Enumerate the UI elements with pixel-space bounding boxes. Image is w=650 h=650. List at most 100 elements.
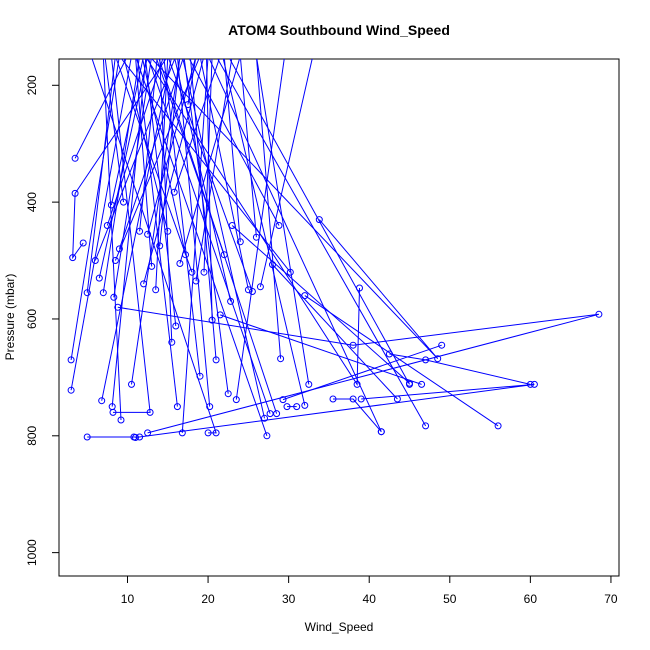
- series-line: [142, 59, 186, 255]
- data-point: [128, 380, 135, 388]
- series-52: [240, 59, 260, 241]
- series-line: [208, 59, 382, 432]
- data-point: [136, 227, 144, 235]
- series-29: [145, 59, 180, 330]
- series-line: [148, 59, 271, 414]
- series-line: [86, 59, 116, 293]
- series-68: [329, 395, 385, 436]
- series-1: [71, 59, 127, 162]
- data-point: [236, 238, 244, 246]
- data-point: [71, 154, 79, 162]
- series-line: [139, 59, 158, 232]
- data-point: [422, 356, 430, 364]
- x-tick-label: 40: [363, 592, 377, 606]
- series-line: [115, 59, 193, 273]
- series-line: [101, 59, 172, 401]
- data-point: [83, 433, 91, 441]
- series-30: [137, 59, 181, 411]
- x-tick-label: 30: [282, 592, 296, 606]
- series-line: [168, 59, 253, 292]
- series-36: [192, 59, 233, 285]
- series-60: [256, 59, 285, 363]
- data-point: [301, 292, 309, 300]
- data-point: [103, 222, 111, 229]
- data-point: [261, 414, 268, 422]
- data-point: [111, 257, 119, 264]
- data-point: [99, 289, 107, 297]
- data-point: [79, 239, 87, 247]
- data-point: [273, 410, 281, 418]
- series-line: [137, 59, 178, 407]
- series-55: [135, 59, 271, 440]
- data-point: [279, 396, 287, 404]
- chart-title: ATOM4 Southbound Wind_Speed: [228, 22, 450, 38]
- series-2: [67, 59, 120, 364]
- data-point: [95, 274, 103, 282]
- data-point: [301, 401, 309, 409]
- x-tick-label: 70: [604, 592, 618, 606]
- y-tick-label: 200: [25, 75, 39, 95]
- series-line: [123, 59, 169, 232]
- data-point: [212, 356, 220, 364]
- series-line: [231, 225, 410, 384]
- data-point: [173, 403, 181, 411]
- series-line: [217, 59, 427, 427]
- data-point: [418, 380, 426, 388]
- data-point: [200, 268, 208, 276]
- series-61: [279, 341, 446, 404]
- data-point: [275, 222, 283, 229]
- series-line: [174, 59, 232, 302]
- data-point: [329, 395, 337, 403]
- series-line: [200, 59, 249, 290]
- data-point: [152, 286, 160, 294]
- data-point: [434, 355, 442, 363]
- series-14: [98, 59, 172, 405]
- x-axis: 10 20 30 40 50 60 70: [121, 576, 618, 606]
- x-tick-label: 20: [201, 592, 215, 606]
- series-12: [104, 59, 127, 206]
- data-point: [206, 403, 214, 411]
- series-line: [72, 59, 167, 260]
- y-tick-label: 1000: [25, 539, 39, 566]
- data-point: [263, 432, 271, 440]
- data-point: [353, 380, 361, 388]
- series-line: [173, 59, 220, 193]
- data-point: [248, 288, 256, 295]
- series-line: [190, 59, 217, 360]
- data-point: [349, 341, 357, 349]
- series-line: [389, 353, 531, 385]
- data-point: [277, 355, 285, 363]
- series-65: [256, 59, 313, 388]
- series-line: [163, 59, 201, 377]
- series-line: [111, 59, 151, 413]
- data-point: [67, 386, 75, 394]
- series-47: [228, 222, 413, 387]
- data-point: [494, 422, 502, 430]
- series-62: [283, 403, 301, 411]
- series-74: [217, 59, 430, 430]
- plot-frame: [58, 58, 620, 577]
- series-70: [132, 380, 538, 441]
- series-66: [301, 292, 502, 430]
- data-point: [110, 293, 118, 301]
- series-line: [145, 59, 177, 327]
- data-point: [136, 433, 144, 441]
- series-line: [158, 59, 278, 414]
- series-line: [74, 59, 127, 159]
- series-line: [113, 59, 152, 298]
- series-line: [240, 59, 257, 238]
- series-line: [135, 383, 535, 438]
- series-49: [223, 59, 244, 246]
- series-line: [188, 59, 280, 226]
- data-point: [114, 303, 122, 311]
- data-point: [377, 428, 385, 436]
- series-43: [216, 311, 426, 388]
- series-line: [333, 398, 382, 433]
- series-line: [146, 59, 360, 387]
- series-51: [168, 59, 256, 295]
- series-line: [151, 59, 439, 360]
- data-point: [98, 397, 106, 405]
- data-point: [422, 422, 430, 430]
- data-point: [204, 429, 212, 437]
